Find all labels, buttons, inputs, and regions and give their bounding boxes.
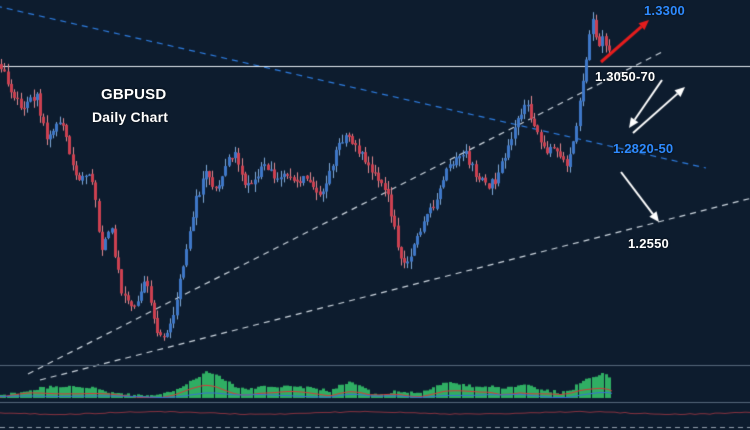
price-level-13050-70: 1.3050-70 <box>595 69 656 84</box>
timeframe-label: Daily Chart <box>92 109 169 125</box>
symbol-label: GBPUSD <box>101 86 167 103</box>
price-level-12550: 1.2550 <box>628 236 669 251</box>
price-level-12820-50: 1.2820-50 <box>613 141 674 156</box>
price-level-13300: 1.3300 <box>644 3 685 18</box>
